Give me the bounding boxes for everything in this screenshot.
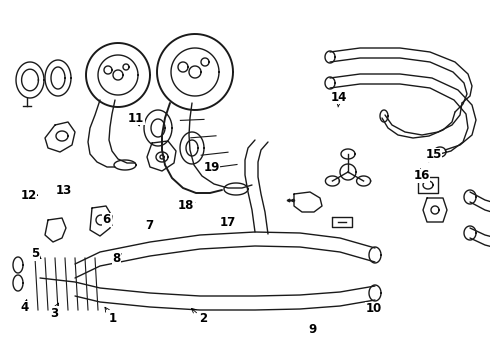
Text: 18: 18 <box>178 199 195 212</box>
Text: 7: 7 <box>146 219 153 231</box>
Text: 5: 5 <box>31 247 41 260</box>
Text: 16: 16 <box>413 168 430 182</box>
Text: 4: 4 <box>21 300 28 314</box>
Text: 15: 15 <box>425 148 442 162</box>
Text: 10: 10 <box>365 302 382 315</box>
Text: 6: 6 <box>103 213 112 226</box>
Text: 2: 2 <box>192 309 207 325</box>
Text: 8: 8 <box>113 252 122 265</box>
Text: 3: 3 <box>50 303 59 320</box>
Text: 13: 13 <box>55 184 72 197</box>
Text: 17: 17 <box>220 216 236 229</box>
Text: 11: 11 <box>128 112 145 126</box>
Text: 1: 1 <box>105 307 117 325</box>
Text: 9: 9 <box>309 323 317 336</box>
Text: 12: 12 <box>20 189 37 202</box>
Text: 14: 14 <box>331 91 347 107</box>
Text: 19: 19 <box>203 161 220 174</box>
